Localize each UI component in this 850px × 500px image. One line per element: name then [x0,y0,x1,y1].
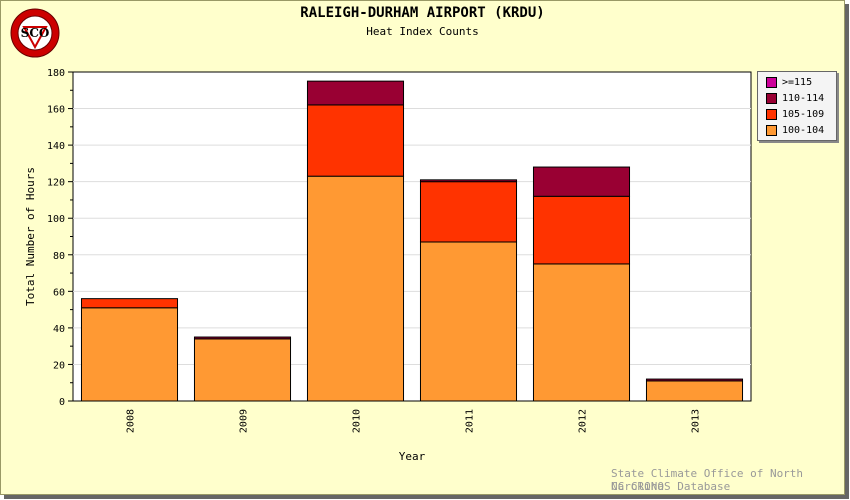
x-tick-label: 2012 [578,409,589,433]
x-tick-label: 2009 [239,409,250,433]
bar-segment-2012-100104 [532,263,631,402]
y-tick-label: 20 [53,360,65,371]
bar-segment-2011-105109 [419,181,518,243]
legend-item: 110-114 [766,92,824,104]
bar-segment-2008-105109 [80,298,179,309]
legend-item: >=115 [766,76,812,88]
legend-swatch [766,92,777,104]
y-tick-label: 140 [47,141,65,152]
legend-swatch [766,124,777,136]
y-tick-label: 0 [59,397,65,408]
legend-swatch [766,108,777,120]
y-tick-label: 80 [53,251,65,262]
bar-segment-2013-110114 [645,378,744,382]
y-axis-label: Total Number of Hours [24,167,37,306]
heat-index-chart: 0 20 40 60 80 100 120 140 160 180 2008 2009 2010 2011… [24,68,752,463]
chart-subtitle: Heat Index Counts [366,25,479,38]
legend-swatch [766,76,777,88]
bar-segment-2008-100104 [80,307,179,402]
y-tick-label: 160 [47,105,65,116]
bar-segment-2010-105109 [306,104,405,177]
bar-segment-2009-110114 [193,336,292,340]
x-tick-label: 2008 [126,409,137,433]
credit-line-2: NC CRONOS Database [611,480,731,493]
bar-segment-2012-110114 [532,166,631,197]
x-tick-label: 2013 [691,409,702,433]
legend-label: 105-109 [782,108,825,120]
legend-label: >=115 [782,76,813,88]
bar-segment-2012-105109 [532,195,631,265]
y-tick-label: 180 [47,68,65,79]
legend-label: 100-104 [782,124,825,136]
bar-segment-2013-100104 [645,380,744,402]
y-tick-label: 60 [53,287,65,298]
credit-line-1: State Climate Office of North Carolina [611,467,804,493]
plot-area [72,71,752,402]
y-tick-label: 40 [53,324,65,335]
chart-legend: >=115 110-114 105-109 100-104 [757,71,837,141]
logo-text: SCO [21,26,50,40]
x-tick-label: 2011 [465,409,476,433]
state-climate-office-seal-icon: SCO [9,7,61,59]
x-axis-label: Year [399,450,426,463]
legend-item: 100-104 [766,124,824,136]
bar-segment-2011-110114 [419,179,518,183]
bar-segment-2010-110114 [306,80,405,106]
bar-segment-2010-100104 [306,175,405,402]
y-tick-label: 100 [47,214,65,225]
bar-segment-2009-100104 [193,338,292,402]
legend-item: 105-109 [766,108,824,120]
legend-label: 110-114 [782,92,825,104]
x-tick-label: 2010 [352,409,363,433]
chart-title: RALEIGH-DURHAM AIRPORT (KRDU) [300,5,545,21]
y-tick-label: 120 [47,178,65,189]
bar-segment-2011-100104 [419,241,518,402]
